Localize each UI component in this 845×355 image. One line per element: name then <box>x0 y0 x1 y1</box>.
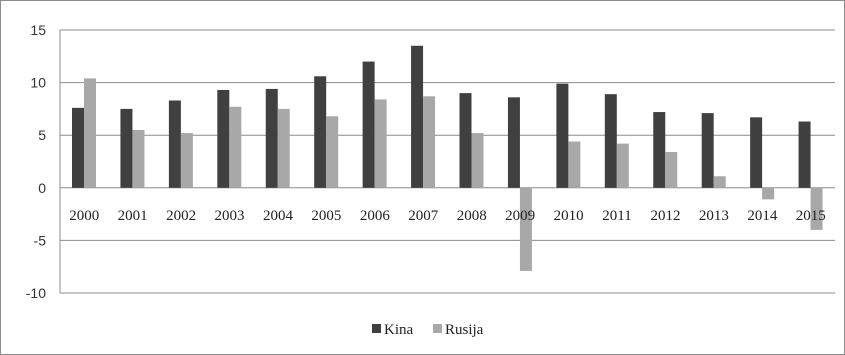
bar-kina-2002 <box>168 100 181 188</box>
bar-kina-2010 <box>556 83 569 188</box>
x-tick-label: 2013 <box>699 208 729 224</box>
bar-rusija-2014 <box>762 187 775 200</box>
x-tick-label: 2010 <box>554 208 584 224</box>
bar-rusija-2003 <box>229 106 242 188</box>
x-tick-label: 2002 <box>166 208 196 224</box>
y-axis: 15 10 5 0 -5 -10 <box>26 22 61 301</box>
x-tick-label: 2014 <box>747 208 778 224</box>
x-tick-label: 2008 <box>457 208 487 224</box>
bar-kina-2003 <box>217 89 230 188</box>
y-tick-label: 10 <box>30 75 46 91</box>
y-tick-label: 5 <box>38 127 46 143</box>
x-tick-label: 2005 <box>311 208 341 224</box>
bar-kina-2014 <box>750 117 763 188</box>
y-tick-label: -5 <box>34 232 47 248</box>
x-tick-label: 2001 <box>118 208 148 224</box>
bar-rusija-2010 <box>568 141 581 188</box>
bar-rusija-2005 <box>326 116 339 188</box>
bar-rusija-2012 <box>665 152 678 188</box>
legend-swatch-kina <box>372 324 381 333</box>
bar-kina-2005 <box>314 76 327 188</box>
bar-rusija-2000 <box>84 78 96 188</box>
bar-kina-2007 <box>411 45 424 188</box>
x-tick-label: 2004 <box>263 208 294 224</box>
x-tick-label: 2009 <box>505 208 535 224</box>
bar-kina-2008 <box>459 93 472 188</box>
x-tick-label: 2000 <box>69 208 99 224</box>
x-axis-labels: 2000 2001 2002 2003 2004 2005 2006 2007 2008 2009… <box>69 208 826 224</box>
x-tick-label: 2007 <box>408 208 439 224</box>
bar-rusija-2011 <box>616 143 629 188</box>
bar-kina-2000 <box>72 107 84 188</box>
y-tick-label: 15 <box>30 22 46 38</box>
x-tick-label: 2006 <box>360 208 391 224</box>
x-tick-label: 2011 <box>602 208 631 224</box>
bars <box>72 45 823 271</box>
bar-kina-2012 <box>653 112 666 188</box>
bar-rusija-2001 <box>132 129 145 188</box>
legend-label-rusija: Rusija <box>445 322 484 338</box>
bar-kina-2006 <box>362 61 375 188</box>
bar-rusija-2008 <box>471 133 484 188</box>
bar-kina-2013 <box>701 113 714 188</box>
bar-kina-2001 <box>120 108 133 188</box>
x-tick-label: 2012 <box>650 208 680 224</box>
legend: Kina Rusija <box>372 322 484 338</box>
legend-label-kina: Kina <box>384 322 414 338</box>
y-tick-label: -10 <box>26 285 46 301</box>
legend-swatch-rusija <box>433 324 442 333</box>
bar-kina-2011 <box>604 94 617 188</box>
bar-rusija-2015 <box>810 187 823 230</box>
bar-rusija-2007 <box>423 96 436 188</box>
bar-rusija-2004 <box>277 108 290 188</box>
bar-rusija-2013 <box>713 176 726 188</box>
bar-rusija-2002 <box>180 133 193 188</box>
y-tick-label: 0 <box>38 180 46 196</box>
bar-kina-2009 <box>507 97 520 188</box>
bar-rusija-2006 <box>374 99 387 188</box>
x-tick-label: 2015 <box>796 208 826 224</box>
bar-rusija-2009 <box>519 187 532 271</box>
bar-kina-2015 <box>798 121 811 188</box>
bar-kina-2004 <box>265 88 278 188</box>
x-tick-label: 2003 <box>215 208 245 224</box>
